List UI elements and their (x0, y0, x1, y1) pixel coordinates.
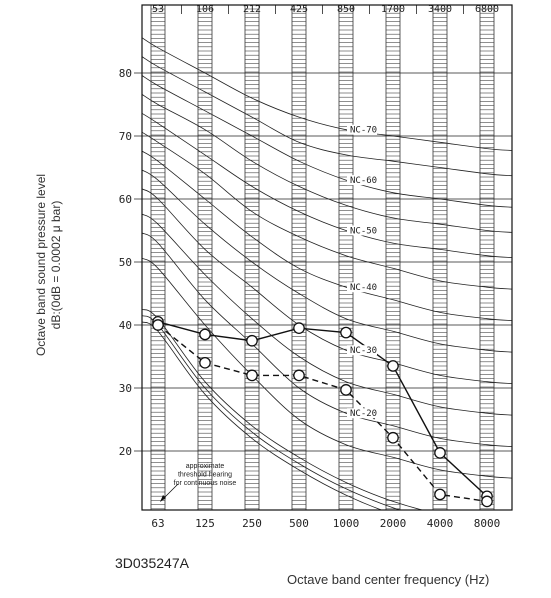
series-line-solid (157, 321, 488, 497)
band-strip-8000 (479, 5, 495, 510)
series-solid-point-2000 (387, 360, 399, 372)
y-tick-label-50: 50 (119, 256, 132, 269)
threshold-curve-2 (142, 315, 402, 510)
x-axis-label: Octave band center frequency (Hz) (287, 572, 490, 587)
y-axis-label-line-1: Octave band sound pressure level (34, 174, 48, 356)
nc-label-nc-40: NC-40 (350, 283, 377, 293)
nc-label-nc-30: NC-30 (350, 346, 377, 356)
series-solid-point-250 (246, 334, 258, 347)
y-tick-label-40: 40 (119, 319, 132, 332)
band-strip-500 (291, 5, 307, 510)
x-tick-label-1000: 1000 (333, 517, 360, 530)
series-dashed-point-500 (293, 369, 305, 382)
top-band-label-425: 425 (290, 4, 308, 15)
series-solid-point-125 (199, 328, 211, 341)
nc-label-bg (347, 345, 377, 356)
nc-curve-nc-70 (142, 37, 512, 151)
series-dashed-point-63 (152, 319, 164, 331)
threshold-annotation-line-2: threshold hearing (178, 472, 232, 479)
series-dashed-point-8000 (481, 495, 493, 508)
series-dashed-point-4000 (434, 488, 446, 501)
nc-curve-nc-35 (142, 169, 512, 353)
nc-label-bg (347, 282, 377, 293)
nc-label-bg (347, 124, 377, 135)
nc-curve-nc-20 (142, 232, 512, 447)
nc-label-bg (347, 225, 377, 236)
y-tick-label-80: 80 (119, 67, 132, 80)
nc-curve-nc-40 (142, 150, 512, 321)
x-tick-label-250: 250 (242, 517, 262, 530)
x-tick-label-125: 125 (195, 517, 215, 530)
series-solid-point-1000 (340, 326, 352, 339)
top-band-label-106: 106 (196, 4, 214, 15)
band-strip-250 (244, 5, 260, 510)
nc-curve-nc-45 (142, 131, 512, 290)
chart-gridlines (134, 5, 512, 452)
top-band-label-3400: 3400 (428, 4, 452, 15)
band-strip-1000 (338, 5, 354, 510)
nc-curve-nc-30 (142, 188, 512, 384)
y-tick-label-30: 30 (119, 382, 132, 395)
series-dashed-point-2000 (387, 431, 399, 444)
band-strip-63 (150, 5, 166, 510)
y-tick-label-60: 60 (119, 193, 132, 206)
top-band-label-6800: 6800 (475, 4, 499, 15)
top-band-label-53: 53 (152, 4, 164, 15)
top-band-label-850: 850 (337, 4, 355, 15)
series-line-dashed (157, 324, 488, 503)
nc-label-bg (347, 408, 377, 419)
nc-curves (142, 37, 512, 479)
series-dashed-point-1000 (340, 384, 352, 396)
octave-band-strips (150, 5, 495, 510)
series-dashed-point-250 (246, 369, 258, 382)
nc-curve-nc-65 (142, 56, 512, 177)
y-axis-label-line-2: dB:(0dB = 0.0002 μ bar) (49, 201, 63, 330)
x-tick-label-500: 500 (289, 517, 309, 530)
nc-label-nc-70: NC-70 (350, 126, 377, 136)
y-tick-label-20: 20 (119, 445, 132, 458)
band-strip-4000 (432, 5, 448, 510)
top-band-label-212: 212 (243, 4, 261, 15)
nc-label-bg (347, 175, 377, 186)
nc-curve-nc-55 (142, 94, 512, 233)
nc-curve-nc-60 (142, 75, 512, 208)
band-strip-125 (197, 5, 213, 510)
threshold-curve-3 (142, 321, 383, 510)
annotation-arrow-head (160, 495, 166, 502)
nc-label-nc-20: NC-20 (350, 409, 377, 419)
nc-curve-nc-25 (142, 213, 512, 416)
series-solid-point-500 (293, 322, 305, 334)
x-tick-label-4000: 4000 (427, 517, 454, 530)
measured-series (152, 315, 493, 508)
x-tick-label-8000: 8000 (474, 517, 501, 530)
y-tick-label-70: 70 (119, 130, 132, 143)
nc-label-nc-60: NC-60 (350, 176, 377, 186)
threshold-annotation-line-1: approximate (186, 463, 225, 470)
series-dashed-point-125 (199, 356, 211, 369)
chart-labels: 63 125 250 500 1000 2000 4000 8000 53 106 212 425 85… (119, 4, 501, 530)
x-tick-label-2000: 2000 (380, 517, 407, 530)
plot-frame (141, 4, 513, 511)
document-id: 3D035247A (115, 555, 189, 571)
series-solid-point-4000 (434, 447, 446, 459)
nc-label-nc-50: NC-50 (350, 227, 377, 237)
top-band-label-1700: 1700 (381, 4, 405, 15)
nc-curve-nc-50 (142, 112, 512, 258)
x-tick-label-63: 63 (151, 517, 164, 530)
annotation-arrow-line (162, 483, 179, 500)
threshold-annotation-line-3: for continuous noise (174, 480, 237, 487)
